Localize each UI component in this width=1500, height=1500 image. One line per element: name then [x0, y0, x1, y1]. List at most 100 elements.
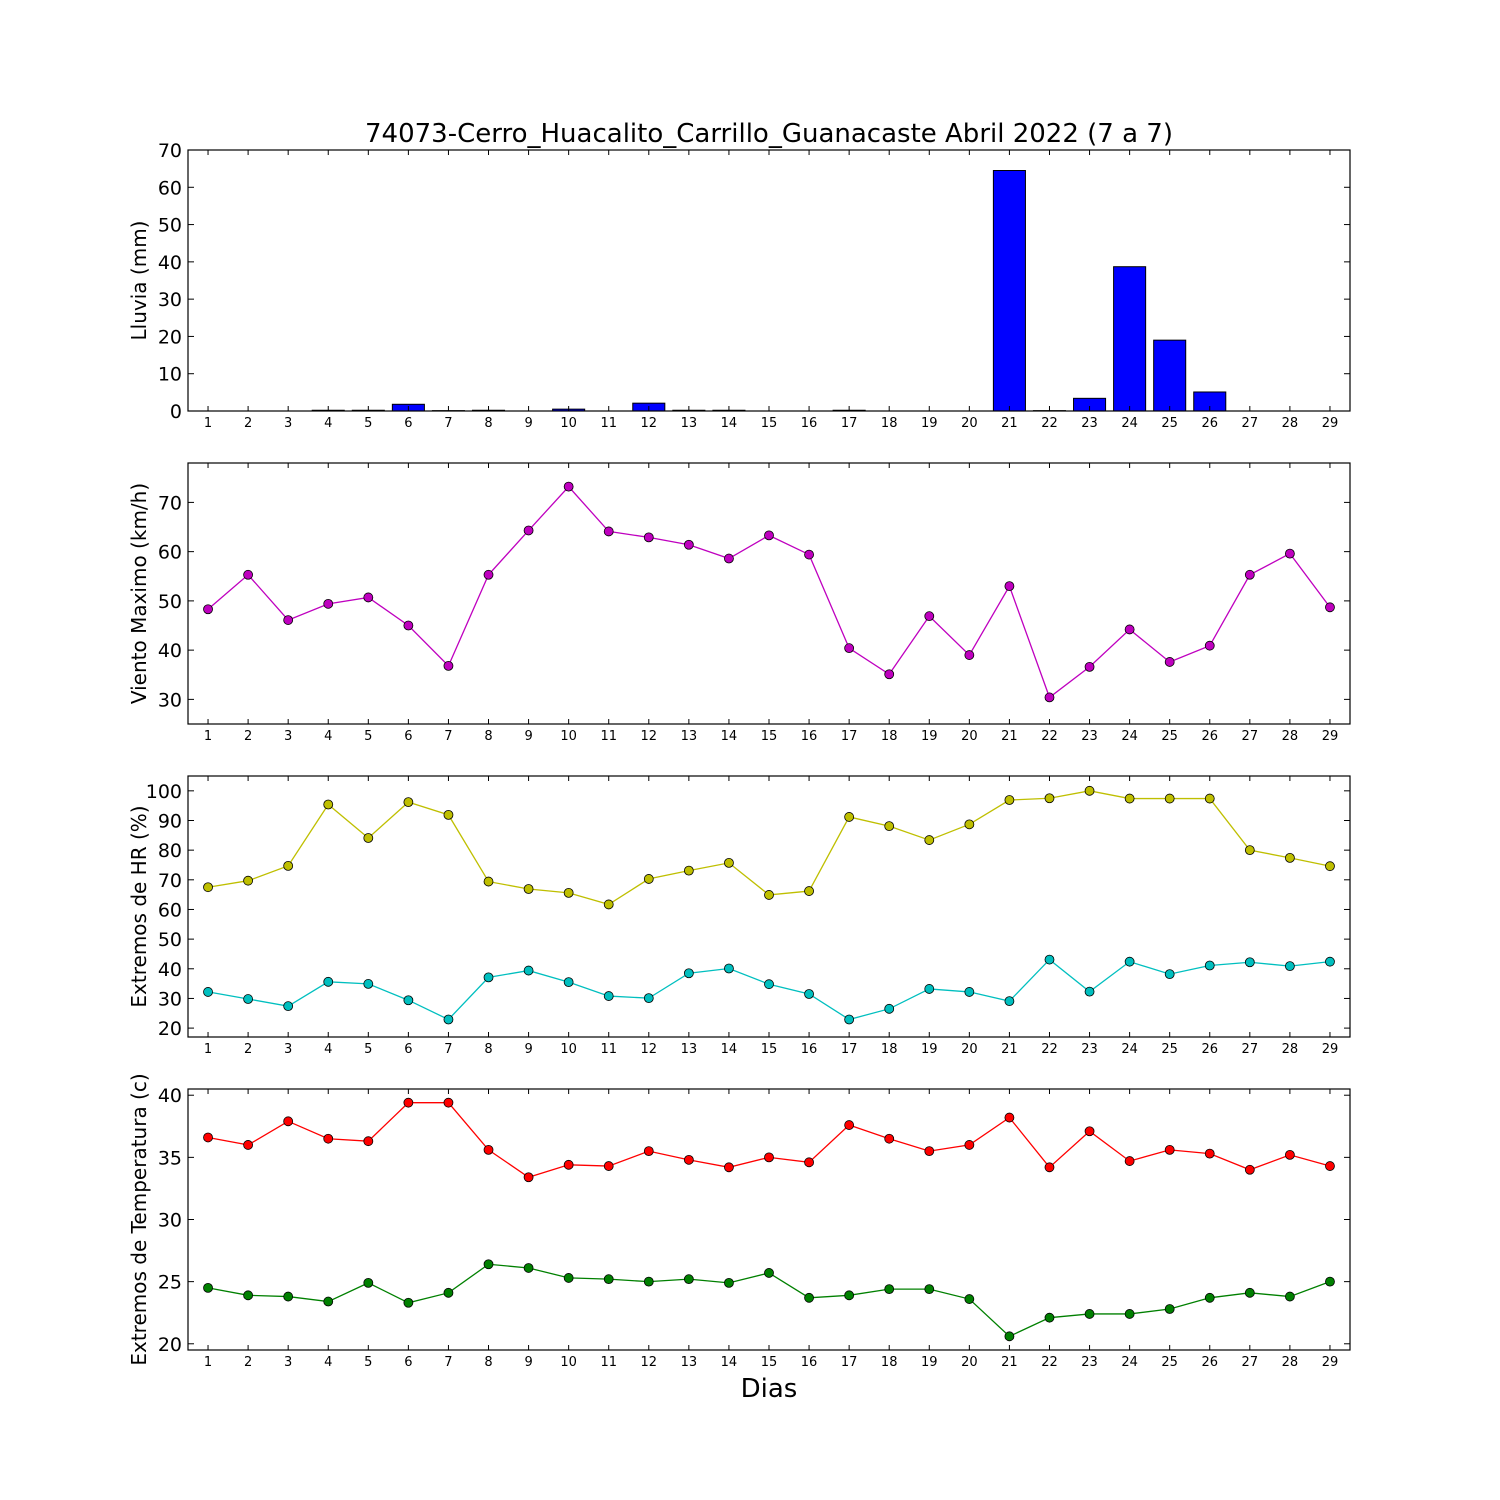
x-tick-label: 9: [524, 1355, 532, 1370]
x-tick-label: 20: [961, 1355, 978, 1370]
x-tick-label: 7: [444, 1355, 452, 1370]
x-tick-label: 22: [1041, 416, 1058, 431]
wind-series-1-point: [1164, 657, 1175, 667]
x-tick-label: 25: [1161, 416, 1178, 431]
temperature-series-1-point: [443, 1097, 454, 1108]
y-tick-label: 0: [170, 401, 182, 423]
x-tick-label: 9: [524, 416, 532, 431]
temperature-series-1-point: [523, 1172, 534, 1183]
wind-series-1-point: [1244, 569, 1255, 580]
humidity-series-2-point: [283, 1001, 294, 1012]
temperature-series-2-point: [1124, 1309, 1135, 1319]
wind-series-1-point: [523, 525, 534, 536]
temperature-series-2-point: [884, 1284, 895, 1294]
x-tick-label: 27: [1242, 416, 1259, 431]
x-axis-label: Dias: [741, 1374, 798, 1404]
humidity-series-2-point: [643, 993, 654, 1004]
temperature-series-2-point: [363, 1277, 374, 1288]
x-tick-label: 4: [324, 729, 332, 744]
temperature-series-1-point: [724, 1162, 734, 1173]
x-tick-label: 26: [1201, 729, 1218, 744]
temperature-series-2-point: [603, 1274, 614, 1285]
temperature-series-1-point: [363, 1136, 374, 1147]
temperature-series-1-point: [203, 1132, 213, 1143]
x-tick-label: 3: [284, 1042, 292, 1057]
x-tick-label: 24: [1121, 729, 1138, 744]
wind-panel: 1 2 3 4 5 6 7 8 9 10 11 12 13 14 15 16 17 18 19 20 21 22 23 24 2…: [127, 462, 1351, 744]
temperature-series-1-point: [1204, 1148, 1215, 1159]
x-tick-label: 26: [1201, 1042, 1218, 1057]
wind-series-1-point: [724, 553, 734, 564]
humidity-series-1-point: [844, 812, 855, 822]
x-tick-label: 18: [881, 1042, 898, 1057]
humidity-series-2-point: [243, 994, 254, 1004]
humidity-series-1-point: [243, 875, 254, 886]
temperature-series-1-point: [884, 1133, 895, 1144]
humidity-series-1-point: [724, 858, 734, 868]
wind-series-1-point: [323, 598, 334, 609]
x-tick-label: 17: [841, 1042, 858, 1057]
x-tick-label: 9: [524, 1042, 532, 1057]
humidity-series-2-point: [1164, 969, 1175, 980]
temperature-series-2-point: [283, 1291, 294, 1302]
temperature-series-1-point: [483, 1145, 494, 1155]
x-tick-label: 23: [1081, 1042, 1098, 1057]
wind-series-1-point: [203, 604, 213, 615]
humidity-series-1-point: [1084, 785, 1095, 796]
humidity-series-2-point: [884, 1003, 895, 1014]
wind-series-1-point: [603, 526, 614, 537]
temperature-series-2-point: [804, 1292, 814, 1303]
temperature-series-2-point: [1244, 1287, 1255, 1298]
temperature-series-1-point: [1084, 1126, 1095, 1137]
y-tick-label: 40: [158, 959, 182, 981]
x-tick-label: 24: [1121, 416, 1138, 431]
x-tick-label: 22: [1041, 1355, 1058, 1370]
temperature-series-1-point: [1164, 1145, 1175, 1155]
wind-series-1-point: [283, 615, 294, 625]
x-tick-label: 5: [364, 1042, 372, 1057]
y-tick-label: 30: [158, 988, 182, 1010]
x-tick-label: 11: [600, 729, 617, 744]
x-tick-label: 17: [841, 1355, 858, 1370]
temperature-series-1-point: [563, 1159, 574, 1170]
rain-bar: [992, 170, 1026, 412]
wind-series-1-point: [483, 569, 494, 580]
x-tick-label: 28: [1282, 1355, 1299, 1370]
wind-series-1-point: [643, 532, 654, 543]
temperature-series-1-point: [603, 1161, 614, 1171]
x-tick-label: 11: [600, 416, 617, 431]
temperature-series-1-point: [283, 1116, 294, 1127]
x-tick-label: 29: [1322, 416, 1339, 431]
x-tick-label: 18: [881, 729, 898, 744]
x-tick-label: 3: [284, 729, 292, 744]
rain-bar: [1113, 266, 1147, 412]
x-tick-label: 4: [324, 1042, 332, 1057]
temperature-series-1-point: [1124, 1156, 1135, 1166]
temperature-series-2-point: [683, 1274, 694, 1285]
temperature-series-2-point: [764, 1268, 774, 1278]
wind-series-1-point: [563, 481, 574, 492]
humidity-series-2-point: [1244, 957, 1255, 968]
humidity-series-2-point: [323, 976, 334, 987]
x-tick-label: 27: [1242, 729, 1259, 744]
humidity-series-1-point: [523, 884, 534, 894]
temperature-series-2-point: [844, 1290, 855, 1301]
humidity-series-1-point: [1284, 852, 1295, 863]
temperature-series-2-point: [563, 1273, 574, 1283]
rain-panel: 1 2 3 4 5 6 7 8 9 10 11 12 13 14 15 16 17 18 19 20 21 22 23 24 2…: [127, 140, 1351, 431]
wind-series-1-point: [924, 611, 935, 622]
x-tick-label: 1: [204, 416, 212, 431]
x-tick-label: 15: [761, 416, 778, 431]
x-tick-label: 3: [284, 1355, 292, 1370]
wind-series-1-point: [1325, 602, 1335, 613]
temperature-series-1-point: [844, 1120, 855, 1130]
rain-y-axis-label: Lluvia (mm): [127, 221, 151, 341]
humidity-series-1-point: [1004, 795, 1015, 805]
x-tick-label: 7: [444, 729, 452, 744]
x-tick-label: 24: [1121, 1355, 1138, 1370]
y-tick-label: 20: [158, 1334, 182, 1356]
x-tick-label: 8: [484, 416, 492, 431]
temperature-series-2-point: [1044, 1312, 1055, 1323]
x-tick-label: 3: [284, 416, 292, 431]
